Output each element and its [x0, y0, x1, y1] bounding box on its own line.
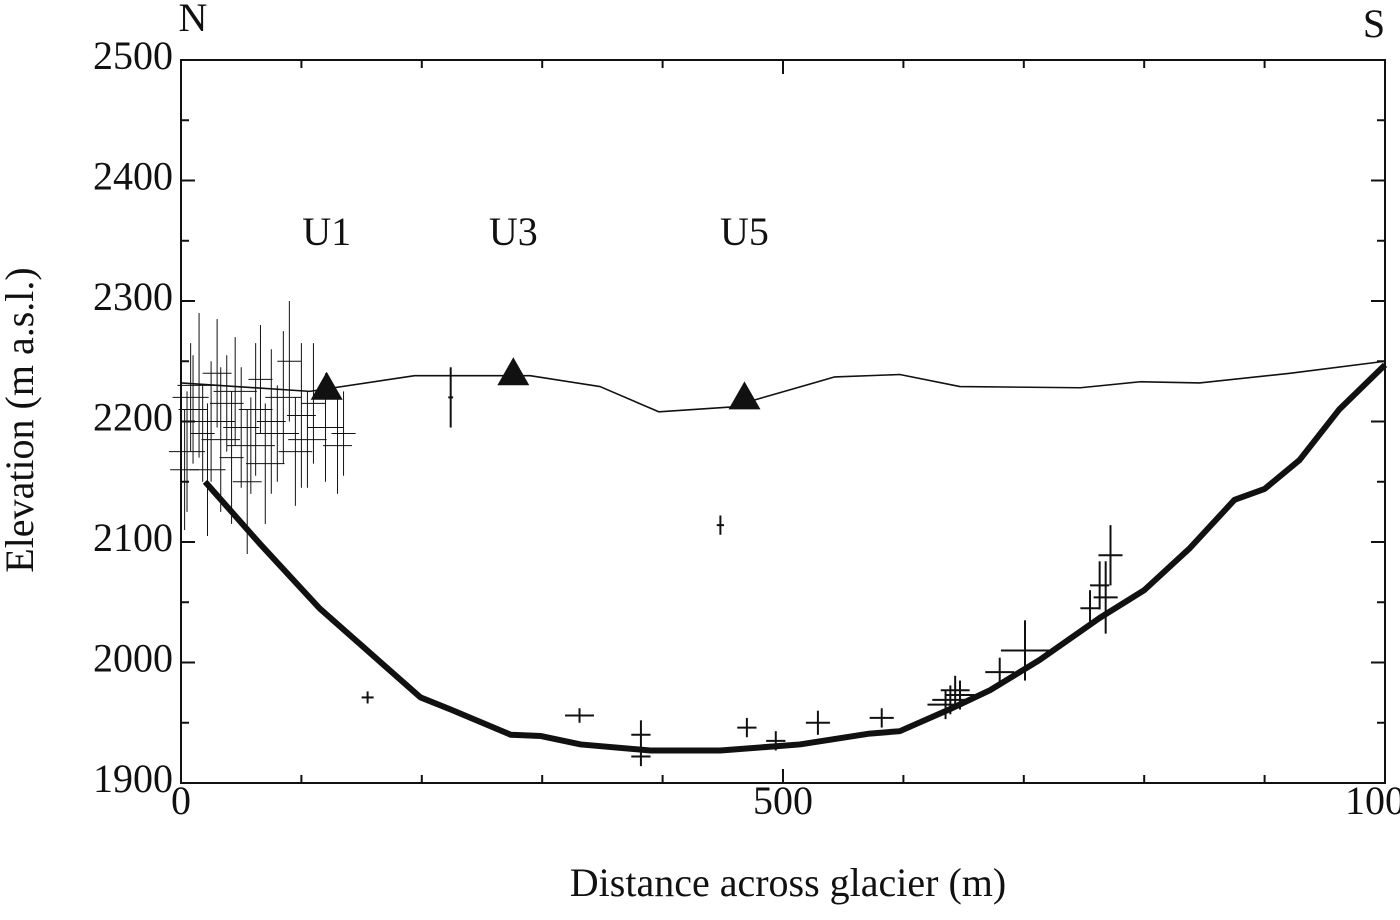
- y-axis-title: Elevation (m a.s.l.): [0, 267, 42, 572]
- south-label: S: [1363, 1, 1385, 46]
- y-tick-label: 2400: [93, 154, 173, 199]
- y-tick-label: 2000: [93, 636, 173, 681]
- bed-line: [202, 362, 1388, 754]
- plot-frame: [180, 59, 1386, 784]
- surface-line: [180, 360, 1386, 413]
- y-tick-label: 2200: [93, 395, 173, 440]
- station-label: U5: [720, 209, 769, 254]
- y-tick-label: 2500: [93, 33, 173, 78]
- station-label: U1: [302, 209, 351, 254]
- station-marker: [728, 381, 761, 410]
- station-label: U3: [489, 209, 538, 254]
- north-label: N: [179, 0, 208, 40]
- station-marker: [310, 371, 343, 400]
- x-tick-label: 0: [171, 778, 191, 823]
- y-tick-label: 2300: [93, 274, 173, 319]
- x-axis-title: Distance across glacier (m): [570, 860, 1006, 905]
- y-tick-label: 2100: [93, 515, 173, 560]
- y-tick-label: 1900: [93, 756, 173, 801]
- x-tick-label: 1000: [1345, 778, 1400, 823]
- station-marker: [497, 357, 530, 386]
- x-tick-label: 500: [753, 778, 813, 823]
